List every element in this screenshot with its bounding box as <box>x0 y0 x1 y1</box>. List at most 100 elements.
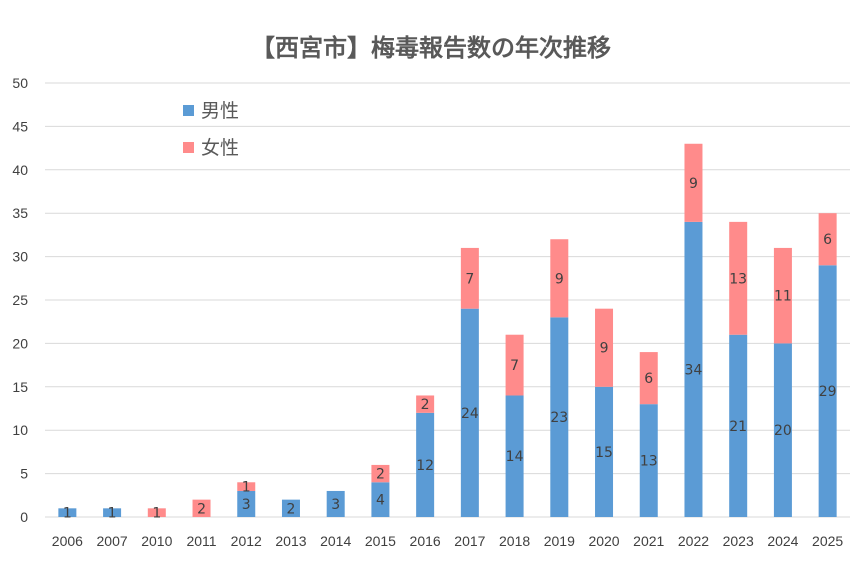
data-label: 3 <box>242 497 251 513</box>
legend-swatch <box>183 105 194 116</box>
bar-segment-female <box>505 334 524 396</box>
y-tick-label: 25 <box>12 292 28 308</box>
data-label: 2 <box>376 467 385 483</box>
data-label: 9 <box>689 176 698 192</box>
data-label: 9 <box>555 271 564 287</box>
y-axis: 0 5 10 15 20 25 30 35 40 45 50 <box>12 75 28 525</box>
y-tick-label: 0 <box>20 509 28 525</box>
bar-segment-female <box>371 464 390 483</box>
data-label: 6 <box>823 232 832 248</box>
legend-label: 女性 <box>201 137 239 159</box>
bar-segment-female <box>237 482 256 491</box>
y-tick-label: 35 <box>12 205 28 221</box>
bar-segment-male <box>684 221 703 517</box>
chart-title: 【西宮市】梅毒報告数の年次推移 <box>251 34 611 62</box>
bar-segment-male <box>505 395 524 517</box>
bar-segment-male <box>550 317 569 517</box>
bar-segment-male <box>237 490 256 517</box>
data-label: 7 <box>465 271 474 287</box>
y-tick-label: 15 <box>12 379 28 395</box>
x-tick-label: 2014 <box>320 533 351 549</box>
bar-segment-female <box>639 352 658 405</box>
data-label: 13 <box>640 454 658 470</box>
bar-segment-male <box>103 508 122 517</box>
data-label: 12 <box>416 458 434 474</box>
gridlines <box>45 82 850 518</box>
y-tick-label: 5 <box>20 466 28 482</box>
bar-segment-female <box>595 308 614 387</box>
bar-segment-male <box>281 499 300 517</box>
bars <box>58 143 837 517</box>
data-label: 1 <box>63 506 72 522</box>
data-label: 4 <box>376 493 385 509</box>
x-tick-label: 2011 <box>186 533 216 549</box>
bar-segment-male <box>818 265 837 517</box>
x-axis: 2006 2007 2010 2011 2012 2013 2014 2015 2016 2017… <box>52 533 844 549</box>
data-label: 1 <box>152 506 161 522</box>
x-tick-label: 2023 <box>723 533 754 549</box>
x-tick-label: 2020 <box>588 533 619 549</box>
data-label: 2 <box>421 397 430 413</box>
legend-label: 男性 <box>201 100 239 122</box>
x-tick-label: 2017 <box>454 533 485 549</box>
bar-segment-male <box>639 404 658 517</box>
y-tick-label: 45 <box>12 118 28 134</box>
data-label: 2 <box>287 501 296 517</box>
bar-segment-male <box>460 308 479 517</box>
x-tick-label: 2016 <box>410 533 441 549</box>
bar-segment-male <box>326 490 345 517</box>
y-tick-label: 10 <box>12 422 28 438</box>
bar-segment-male <box>371 482 390 517</box>
y-tick-label: 30 <box>12 249 28 265</box>
data-label: 1 <box>242 480 251 496</box>
x-tick-label: 2010 <box>141 533 172 549</box>
x-tick-label: 2022 <box>678 533 709 549</box>
x-tick-label: 2007 <box>97 533 128 549</box>
bar-segment-female <box>773 247 792 344</box>
data-label: 14 <box>506 449 524 465</box>
x-tick-label: 2021 <box>633 533 664 549</box>
data-labels: 1 1 1 2 312 3 42122247147239159136349211320112… <box>63 176 837 522</box>
bar-segment-female <box>147 508 166 517</box>
y-tick-label: 20 <box>12 335 28 351</box>
data-label: 15 <box>595 445 613 461</box>
x-tick-label: 2024 <box>767 533 798 549</box>
bar-segment-male <box>416 412 435 517</box>
data-label: 24 <box>461 406 479 422</box>
x-tick-label: 2015 <box>365 533 396 549</box>
bar-segment-female <box>684 143 703 222</box>
legend-swatch <box>183 142 194 153</box>
data-label: 3 <box>331 497 340 513</box>
data-label: 11 <box>774 289 792 305</box>
data-label: 29 <box>819 384 837 400</box>
y-tick-label: 50 <box>12 75 28 91</box>
data-label: 6 <box>644 371 653 387</box>
x-tick-label: 2019 <box>544 533 575 549</box>
x-tick-label: 2018 <box>499 533 530 549</box>
x-tick-label: 2012 <box>231 533 262 549</box>
bar-segment-male <box>773 343 792 517</box>
x-tick-label: 2025 <box>812 533 843 549</box>
bar-segment-female <box>818 213 837 266</box>
data-label: 2 <box>197 501 206 517</box>
y-tick-label: 40 <box>12 162 28 178</box>
data-label: 9 <box>600 341 609 357</box>
data-label: 34 <box>685 362 703 378</box>
bar-segment-female <box>416 395 435 413</box>
data-label: 13 <box>729 271 747 287</box>
data-label: 21 <box>729 419 747 435</box>
bar-segment-male <box>58 508 77 517</box>
x-tick-label: 2006 <box>52 533 83 549</box>
bar-segment-female <box>192 499 211 517</box>
data-label: 1 <box>108 506 117 522</box>
data-label: 20 <box>774 423 792 439</box>
bar-segment-female <box>550 239 569 318</box>
bar-segment-male <box>729 334 748 517</box>
bar-segment-female <box>460 247 479 309</box>
bar-segment-female <box>729 221 748 335</box>
data-label: 23 <box>550 410 568 426</box>
data-label: 7 <box>510 358 519 374</box>
